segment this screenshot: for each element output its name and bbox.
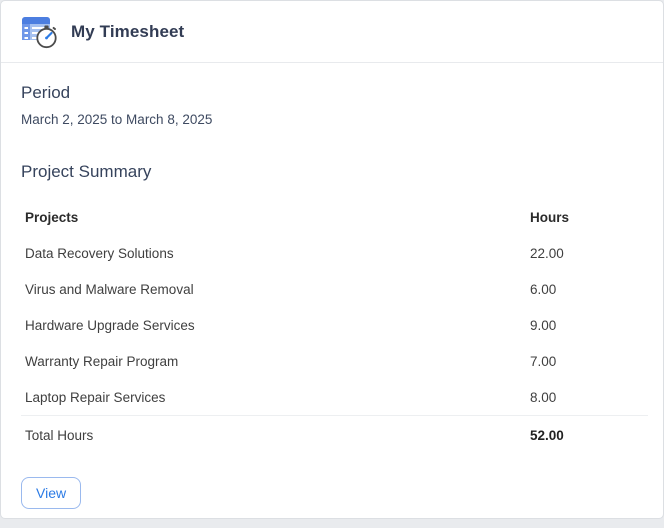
- view-button[interactable]: View: [21, 477, 82, 509]
- period-range: March 2, 2025 to March 8, 2025: [21, 112, 213, 127]
- total-row: Total Hours 52.00: [21, 415, 648, 455]
- total-label: Total Hours: [25, 428, 94, 443]
- table-row: Laptop Repair Services 8.00: [21, 379, 648, 415]
- table-header-row: Projects Hours: [21, 199, 648, 235]
- table-body: Data Recovery Solutions 22.00 Virus and …: [21, 235, 648, 415]
- table-row: Virus and Malware Removal 6.00: [21, 271, 648, 307]
- project-hours: 7.00: [530, 353, 557, 369]
- hours-column-header: Hours: [530, 209, 570, 225]
- projects-column-header: Projects: [25, 209, 79, 225]
- project-name: Warranty Repair Program: [25, 353, 179, 369]
- card-header: My Timesheet: [1, 1, 663, 63]
- project-hours: 9.00: [530, 317, 557, 333]
- table-row: Hardware Upgrade Services 9.00: [21, 307, 648, 343]
- table-row: Data Recovery Solutions 22.00: [21, 235, 648, 271]
- project-name: Laptop Repair Services: [25, 389, 166, 405]
- table-row: Warranty Repair Program 7.00: [21, 343, 648, 379]
- project-hours: 22.00: [530, 245, 564, 261]
- card-title: My Timesheet: [71, 21, 185, 41]
- period-heading: Period: [21, 83, 71, 102]
- timesheet-icon: [21, 14, 59, 50]
- project-name: Data Recovery Solutions: [25, 245, 174, 261]
- project-summary-heading: Project Summary: [21, 162, 152, 181]
- project-name: Hardware Upgrade Services: [25, 317, 195, 333]
- card-body: Period March 2, 2025 to March 8, 2025 Pr…: [1, 63, 663, 509]
- total-hours-value: 52.00: [530, 428, 564, 443]
- project-name: Virus and Malware Removal: [25, 281, 194, 297]
- project-summary-table: Projects Hours Data Recovery Solutions 2…: [21, 199, 648, 455]
- project-hours: 8.00: [530, 389, 557, 405]
- project-hours: 6.00: [530, 281, 557, 297]
